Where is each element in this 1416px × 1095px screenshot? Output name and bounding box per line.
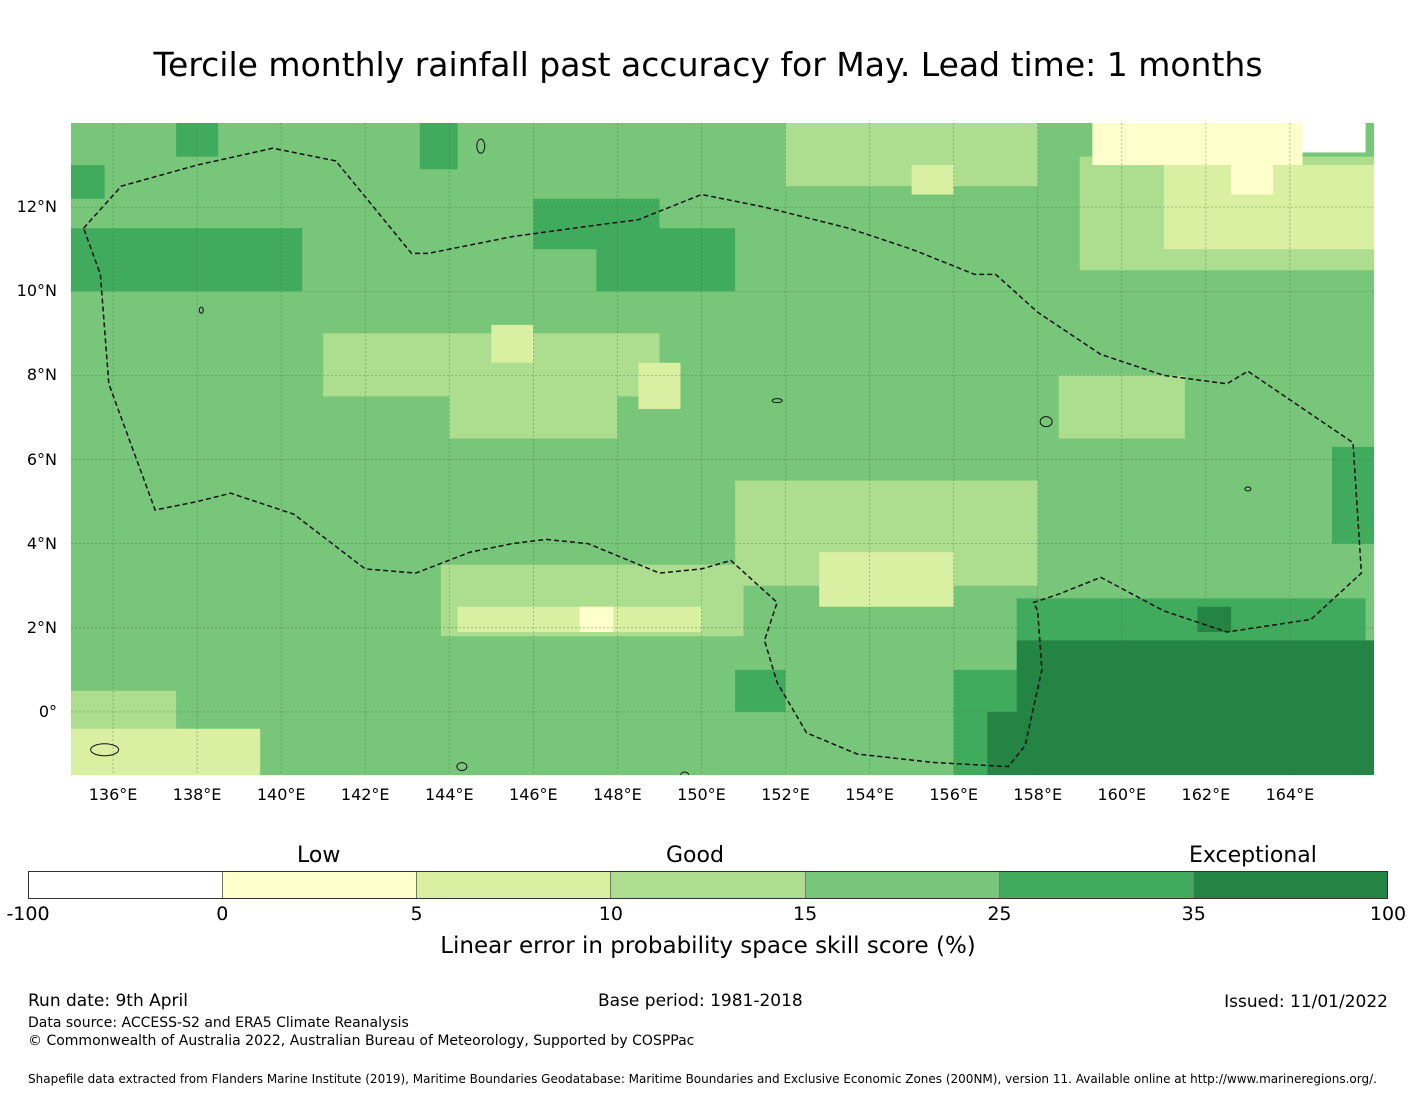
category-exceptional: Exceptional (1189, 843, 1317, 868)
copyright: © Commonwealth of Australia 2022, Austra… (28, 1033, 695, 1049)
colorbar-segment (999, 872, 1194, 898)
skill-region (533, 198, 660, 250)
colorbar (28, 871, 1388, 899)
colorbar-tick-label: 10 (598, 903, 623, 925)
graticule (71, 123, 1374, 775)
longitude-label: 162°E (1181, 785, 1231, 804)
map-title: Tercile monthly rainfall past accuracy f… (153, 45, 1263, 84)
island-outline (476, 138, 486, 154)
longitude-label: 158°E (1013, 785, 1063, 804)
colorbar-tick-label: 0 (216, 903, 229, 925)
island-outline (50, 393, 58, 409)
island-outline (90, 743, 120, 757)
eez-boundary (82, 147, 1363, 768)
shapefile-note: Shapefile data extracted from Flanders M… (28, 1072, 1377, 1086)
longitude-label: 142°E (340, 785, 390, 804)
coastlines (50, 138, 1252, 775)
skill-region (71, 165, 105, 199)
colorbar-segment (805, 872, 1000, 898)
colorbar-tick-label: 100 (1369, 903, 1407, 925)
longitude-label: 150°E (677, 785, 726, 804)
longitude-label: 152°E (761, 785, 810, 804)
colorbar-tick-label: -100 (6, 903, 50, 925)
skill-region (71, 728, 261, 775)
skill-region (491, 324, 534, 363)
base-period: Base period: 1981-2018 (598, 991, 803, 1011)
colorbar-tick-label: 15 (793, 903, 818, 925)
island-outline (1244, 486, 1252, 492)
colorbar-tick-label: 25 (987, 903, 1012, 925)
skill-region (1331, 446, 1374, 544)
island-outline (680, 771, 690, 775)
skill-region (987, 711, 1038, 775)
colorbar-tick-label: 5 (410, 903, 423, 925)
latitude-label: 2°N (26, 617, 57, 637)
island-outline (1039, 416, 1053, 428)
latitude-label: 12°N (16, 197, 57, 217)
data-source: Data source: ACCESS-S2 and ERA5 Climate … (28, 1015, 409, 1031)
longitude-label: 146°E (509, 785, 558, 804)
skill-region (1231, 156, 1274, 195)
island-outline (198, 306, 204, 314)
skill-region (71, 228, 303, 292)
latitude-label: 10°N (16, 281, 57, 301)
colorbar-segment (29, 872, 224, 898)
colorbar-segment (1193, 872, 1387, 898)
colorbar-segment (611, 872, 806, 898)
colorbar-title: Linear error in probability space skill … (440, 933, 976, 959)
longitude-label: 136°E (88, 785, 138, 804)
longitude-label: 148°E (593, 785, 642, 804)
longitude-label: 156°E (929, 785, 978, 804)
skill-region (1016, 640, 1374, 775)
skill-region (1197, 606, 1232, 632)
longitude-label: 138°E (172, 785, 222, 804)
latitude-label: 0° (38, 701, 57, 721)
skill-region (419, 123, 458, 170)
skill-region (1302, 123, 1366, 153)
longitude-label: 144°E (424, 785, 474, 804)
latitude-label: 8°N (26, 365, 57, 385)
skill-region (579, 606, 614, 632)
run-date: Run date: 9th April (28, 991, 188, 1011)
latitude-label: 6°N (26, 449, 57, 469)
latitude-label: 4°N (26, 533, 57, 553)
island-outline (456, 762, 468, 772)
island-outline (771, 398, 783, 404)
category-good: Good (666, 843, 724, 868)
colorbar-tick-label: 35 (1181, 903, 1206, 925)
colorbar-segment (417, 872, 612, 898)
skill-region (819, 552, 954, 607)
skill-region (735, 669, 786, 712)
longitude-label: 154°E (845, 785, 894, 804)
longitude-label: 164°E (1265, 785, 1315, 804)
skill-score-grid (71, 123, 1374, 775)
longitude-label: 160°E (1097, 785, 1147, 804)
longitude-label: 140°E (256, 785, 306, 804)
colorbar-segment (223, 872, 418, 898)
issued-date: Issued: 11/01/2022 (1224, 992, 1388, 1012)
category-low: Low (297, 843, 341, 868)
skill-region (911, 165, 954, 195)
skill-region (638, 362, 681, 410)
